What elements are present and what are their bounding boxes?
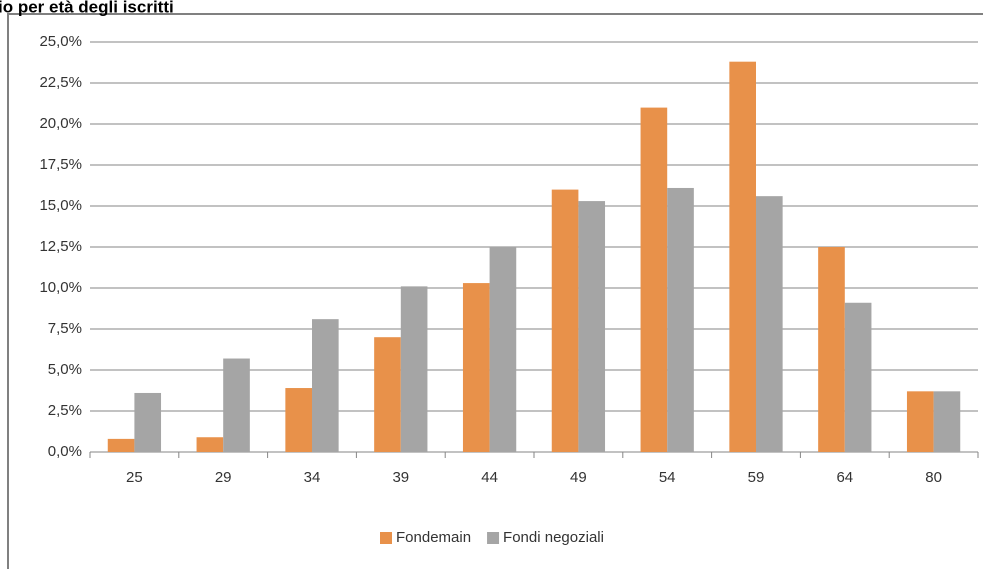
x-tick-label: 29 bbox=[215, 469, 232, 486]
y-tick-label: 20,0% bbox=[39, 115, 82, 132]
y-tick-label: 0,0% bbox=[48, 443, 82, 460]
x-tick-label: 49 bbox=[570, 469, 587, 486]
bar bbox=[756, 196, 783, 452]
x-tick-label: 59 bbox=[748, 469, 765, 486]
bar bbox=[196, 437, 224, 452]
bar bbox=[729, 61, 756, 453]
x-tick-label: 39 bbox=[392, 469, 409, 486]
x-tick-label: 34 bbox=[304, 469, 321, 486]
legend-swatch bbox=[487, 532, 500, 544]
bar bbox=[134, 392, 162, 452]
bar bbox=[489, 247, 517, 452]
y-tick-label: 5,0% bbox=[48, 361, 82, 378]
bar bbox=[578, 201, 606, 452]
bar bbox=[285, 388, 312, 452]
y-tick-label: 7,5% bbox=[48, 320, 82, 337]
bar bbox=[551, 189, 579, 452]
bar bbox=[844, 302, 872, 452]
x-tick-label: 64 bbox=[836, 469, 853, 486]
bar bbox=[400, 286, 428, 452]
bar bbox=[906, 391, 934, 452]
y-tick-label: 22,5% bbox=[39, 74, 82, 91]
bar bbox=[640, 107, 668, 452]
legend-label: Fondi negoziali bbox=[503, 529, 604, 546]
legend-label: Fondemain bbox=[396, 529, 471, 546]
y-tick-label: 25,0% bbox=[39, 33, 82, 50]
x-tick-label: 25 bbox=[126, 469, 143, 486]
y-tick-label: 12,5% bbox=[39, 238, 82, 255]
x-tick-label: 80 bbox=[925, 469, 942, 486]
legend-swatch bbox=[380, 532, 392, 544]
bar bbox=[667, 187, 694, 452]
bar bbox=[312, 319, 339, 452]
y-tick-label: 10,0% bbox=[39, 279, 82, 296]
bar bbox=[818, 247, 845, 452]
x-tick-label: 54 bbox=[659, 469, 676, 486]
bar bbox=[374, 337, 401, 452]
bar bbox=[462, 283, 490, 452]
y-tick-label: 15,0% bbox=[39, 197, 82, 214]
x-tick-label: 44 bbox=[481, 469, 498, 486]
bar bbox=[223, 358, 250, 452]
y-tick-label: 17,5% bbox=[39, 156, 82, 173]
y-tick-label: 2,5% bbox=[48, 402, 82, 419]
bar bbox=[107, 438, 135, 452]
bar bbox=[933, 391, 961, 452]
chart-title: io per età degli iscritti bbox=[0, 0, 174, 16]
